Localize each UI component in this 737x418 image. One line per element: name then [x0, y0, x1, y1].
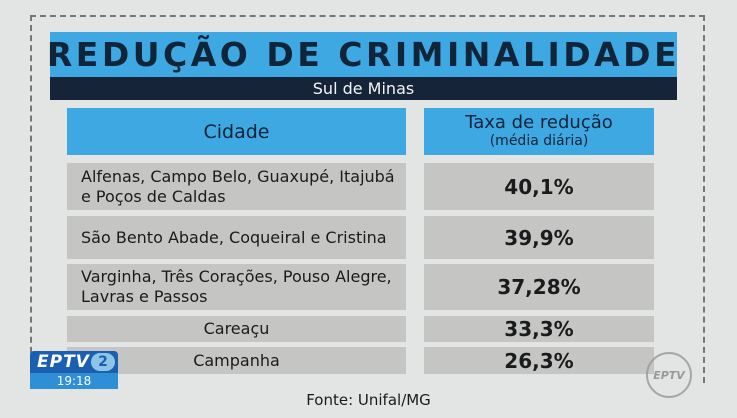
- table-cell-rate: 39,9%: [424, 216, 654, 259]
- watermark-logo: EPTV: [646, 352, 692, 398]
- rate-text: 40,1%: [504, 174, 574, 199]
- title-bar: REDUÇÃO DE CRIMINALIDADE: [46, 32, 681, 77]
- city-text: Campanha: [193, 350, 280, 370]
- watermark-text: EPTV: [653, 368, 685, 382]
- table-cell-city: Alfenas, Campo Belo, Guaxupé, Itajubá e …: [67, 163, 406, 210]
- table-cell-rate: 26,3%: [424, 347, 654, 374]
- table-cell-city: Careaçu: [67, 316, 406, 342]
- column-header-rate: Taxa de redução (média diária): [424, 108, 654, 155]
- table-cell-city: Varginha, Três Corações, Pouso Alegre, L…: [67, 264, 406, 310]
- city-text: São Bento Abade, Coqueiral e Cristina: [81, 227, 387, 247]
- table-cell-rate: 33,3%: [424, 316, 654, 342]
- city-text: Varginha, Três Corações, Pouso Alegre, L…: [81, 267, 392, 306]
- channel-logo-top: EPTV 2: [30, 351, 118, 373]
- page-title: REDUÇÃO DE CRIMINALIDADE: [46, 35, 681, 74]
- table-cell-rate: 37,28%: [424, 264, 654, 310]
- channel-number-badge: 2: [91, 353, 115, 371]
- rate-text: 26,3%: [504, 348, 574, 373]
- channel-logo: EPTV 2 19:18: [30, 351, 118, 389]
- broadcast-clock: 19:18: [30, 373, 118, 389]
- subtitle-bar: Sul de Minas: [50, 77, 677, 100]
- column-header-rate-sublabel: (média diária): [489, 133, 589, 149]
- table-cell-rate: 40,1%: [424, 163, 654, 210]
- column-header-rate-label: Taxa de redução: [465, 112, 613, 133]
- city-text: Alfenas, Campo Belo, Guaxupé, Itajubá e …: [81, 166, 395, 206]
- rate-text: 39,9%: [504, 225, 574, 250]
- page-subtitle: Sul de Minas: [312, 79, 415, 98]
- rate-text: 33,3%: [504, 317, 574, 341]
- channel-logo-text: EPTV: [37, 352, 90, 372]
- column-header-city: Cidade: [67, 108, 406, 155]
- column-header-city-label: Cidade: [203, 120, 270, 143]
- rate-text: 37,28%: [497, 275, 581, 299]
- table-cell-city: Campanha: [67, 347, 406, 374]
- dashed-frame: [30, 15, 705, 383]
- city-text: Careaçu: [203, 319, 270, 338]
- table-cell-city: São Bento Abade, Coqueiral e Cristina: [67, 216, 406, 259]
- source-caption: Fonte: Unifal/MG: [306, 391, 431, 409]
